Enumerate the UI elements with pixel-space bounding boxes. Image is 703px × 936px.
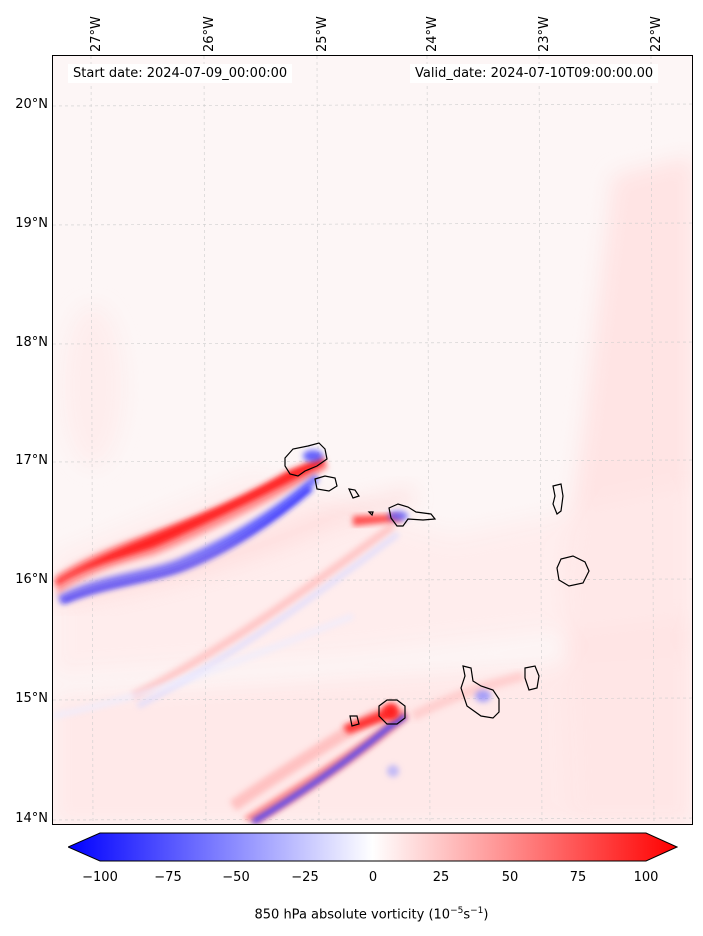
lat-label-16n: 16°N [15,572,48,587]
island-santiago [460,665,500,719]
middle-vorticity-wake [53,514,403,719]
island-sal [552,483,564,515]
island-maio [524,665,540,691]
island-santo-antao [284,442,328,477]
island-branco [367,511,374,517]
lat-label-20n: 20°N [15,97,48,112]
cbar-tick-75: 75 [569,870,587,885]
cbar-tick-neg25: −25 [291,870,319,885]
lat-label-14n: 14°N [15,811,48,826]
cbar-tick-neg75: −75 [154,870,182,885]
cbar-tick-neg50: −50 [222,870,250,885]
colorbar-gradient [68,832,678,862]
cbar-tick-0: 0 [368,870,378,885]
island-sao-vicente [314,475,338,492]
colorbar-label: 850 hPa absolute vorticity (10−5s−1) [254,906,489,923]
vorticity-map [52,55,693,825]
cbar-tick-50: 50 [501,870,519,885]
lat-label-19n: 19°N [15,216,48,231]
lon-label-22w: 22°W [649,16,664,52]
lon-label-25w: 25°W [315,16,330,52]
island-sao-nicolau [388,503,437,527]
lon-label-27w: 27°W [89,16,104,52]
island-boa-vista [556,555,590,587]
colorbar [68,832,678,862]
lat-label-18n: 18°N [15,335,48,350]
lon-label-24w: 24°W [425,16,440,52]
island-brava [349,715,360,727]
cbar-tick-neg100: −100 [82,870,118,885]
lon-label-26w: 26°W [202,16,217,52]
island-coastlines [284,442,590,727]
island-vorticity-patches [303,450,491,777]
cbar-tick-100: 100 [633,870,659,885]
map-canvas [53,56,692,824]
northern-vorticity-wake [53,456,415,604]
start-date-label: Start date: 2024-07-09_00:00:00 [68,64,293,83]
cbar-tick-25: 25 [432,870,450,885]
lat-label-15n: 15°N [15,691,48,706]
valid-date-label: Valid_date: 2024-07-10T09:00:00.00 [410,64,659,83]
island-santa-luzia [347,488,360,499]
island-fogo [378,699,406,725]
graticule [53,56,692,824]
lon-label-23w: 23°W [537,16,552,52]
lat-label-17n: 17°N [15,453,48,468]
